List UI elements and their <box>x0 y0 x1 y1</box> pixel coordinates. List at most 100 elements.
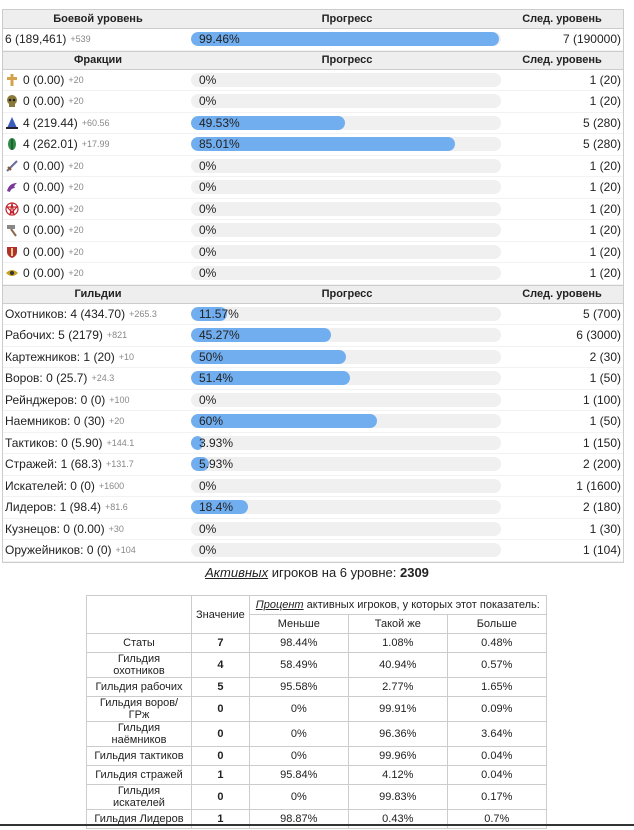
summary-text: игроков на 6 уровне: <box>268 565 400 580</box>
guild-progress-pct: 18.4% <box>199 500 234 515</box>
guild-next-level: 1 (50) <box>589 414 621 429</box>
guild-name: Оружейников: 0 (0) <box>5 543 112 558</box>
stats-row-name: Гильдия тактиков <box>86 746 192 766</box>
faction-name: 4 (262.01) <box>23 137 78 152</box>
stats-row-less: 0% <box>248 746 349 766</box>
stats-row-same: 99.91% <box>347 696 448 722</box>
guild-name: Лидеров: 1 (98.4) <box>5 500 101 515</box>
combat-increment: +539 <box>70 34 91 45</box>
stats-row-more: 1.65% <box>446 677 547 697</box>
guild-increment: +1600 <box>98 480 125 491</box>
guild-increment: +24.3 <box>91 373 115 384</box>
guild-next-level: 5 (700) <box>582 306 621 321</box>
faction-progress-bar: 0% <box>191 94 501 109</box>
faction-progress-bar: 49.53% <box>191 115 501 130</box>
faction-progress-pct: 85.01% <box>199 137 240 152</box>
guild-name: Рабочих: 5 (2179) <box>5 328 103 343</box>
stats-row: Статы 7 98.44% 1.08% 0.48% <box>86 633 547 653</box>
combat-progress-bar: 99.46% <box>191 32 501 47</box>
stats-row-more: 0.09% <box>446 696 547 722</box>
skull-icon <box>5 94 19 108</box>
stats-row: Гильдия рабочих 5 95.58% 2.77% 1.65% <box>86 677 547 697</box>
stats-value-header: Значение <box>191 595 250 634</box>
stats-pct-header-text: активных игроков, у которых этот показат… <box>303 599 540 611</box>
active-link[interactable]: Активных <box>205 565 269 580</box>
guild-name: Картежников: 1 (20) <box>5 349 115 364</box>
faction-progress-pct: 49.53% <box>199 115 240 130</box>
guild-progress-fill <box>191 306 227 321</box>
stats-row-name: Гильдия охотников <box>86 652 192 678</box>
faction-progress-pct: 0% <box>199 223 217 238</box>
percent-link[interactable]: Процент <box>255 599 304 611</box>
guild-next-level: 2 (200) <box>582 457 621 472</box>
faction-next-level: 1 (20) <box>589 158 621 173</box>
guild-increment: +20 <box>109 416 125 427</box>
combat-header: Боевой уровень Прогресс След. уровень <box>3 10 623 29</box>
guild-increment: +821 <box>106 330 128 341</box>
guild-row: Воров: 0 (25.7) +24.3 51.4% 1 (50) <box>3 368 623 390</box>
guild-rows: Охотников: 4 (434.70) +265.3 11.57% 5 (700)… <box>3 304 623 562</box>
guild-name: Воров: 0 (25.7) <box>5 371 88 386</box>
faction-increment: +20 <box>68 225 84 236</box>
faction-progress-bar: 0% <box>191 244 501 259</box>
guild-increment: +10 <box>118 351 135 362</box>
stats-row-more: 0.17% <box>446 784 547 810</box>
guild-increment: +265.3 <box>129 308 157 319</box>
stats-row: Гильдия воров/ГРж 0 0% 99.91% 0.09% <box>86 696 547 722</box>
guild-progress-fill <box>191 328 332 343</box>
stats-row-same: 2.77% <box>347 677 448 697</box>
guild-next-level: 1 (30) <box>589 521 621 536</box>
faction-increment: +20 <box>68 96 84 107</box>
guild-progress-pct: 45.27% <box>199 328 240 343</box>
stats-row-name: Статы <box>86 633 192 653</box>
stats-row: Гильдия охотников 4 58.49% 40.94% 0.57% <box>86 652 547 678</box>
stats-row-less: 0% <box>248 721 349 747</box>
faction-name: 4 (219.44) <box>23 115 78 130</box>
stats-row-name: Гильдия воров/ГРж <box>86 696 192 722</box>
faction-progress-pct: 0% <box>199 158 217 173</box>
faction-row: 0 (0.00) +20 0% 1 (20) <box>3 263 623 285</box>
faction-row: 0 (0.00) +20 0% 1 (20) <box>3 70 623 91</box>
guild-progress-pct: 0% <box>199 392 217 407</box>
guild-next-level: 2 (180) <box>582 500 621 515</box>
faction-rows: 0 (0.00) +20 0% 1 (20) 0 (0.00) +20 0% 1 (20) 4 … <box>3 70 623 285</box>
guild-name: Охотников: 4 (434.70) <box>5 306 126 321</box>
guild-progress-pct: 11.57% <box>199 306 239 321</box>
stats-row: Гильдия наёмников 0 0% 96.36% 3.64% <box>86 721 547 747</box>
stats-col-less: Меньше <box>248 614 349 634</box>
factions-header-next: След. уровень <box>522 54 602 66</box>
stats-row-value: 1 <box>191 765 250 785</box>
stats-row-more: 0.04% <box>446 746 547 766</box>
stats-row: Гильдия тактиков 0 0% 99.96% 0.04% <box>86 746 547 766</box>
guild-next-level: 1 (104) <box>582 543 621 558</box>
combat-header-name: Боевой уровень <box>53 13 143 25</box>
faction-progress-bar: 85.01% <box>191 137 501 152</box>
stats-row-name: Гильдия стражей <box>86 765 192 785</box>
combat-progress-fill <box>191 32 500 47</box>
guild-progress-pct: 0% <box>199 543 217 558</box>
faction-increment: +20 <box>68 268 84 279</box>
faction-next-level: 1 (20) <box>589 72 621 87</box>
combat-level: 6 (189,461) <box>5 32 67 47</box>
faction-name: 0 (0.00) <box>23 180 65 195</box>
shield-icon <box>5 245 19 259</box>
guilds-header-next: След. уровень <box>522 288 602 300</box>
faction-progress-pct: 0% <box>199 266 217 281</box>
stats-row-name: Гильдия рабочих <box>86 677 192 697</box>
guild-progress-pct: 5.93% <box>199 457 234 472</box>
faction-row: 4 (262.01) +17.99 85.01% 5 (280) <box>3 134 623 156</box>
guild-increment: +144.1 <box>106 437 135 448</box>
combat-header-next: След. уровень <box>522 13 602 25</box>
faction-progress-pct: 0% <box>199 201 217 216</box>
stats-row-less: 98.44% <box>248 633 349 653</box>
faction-name: 0 (0.00) <box>23 244 65 259</box>
guild-next-level: 1 (150) <box>582 435 621 450</box>
faction-next-level: 1 (20) <box>589 201 621 216</box>
guild-increment: +104 <box>115 545 136 556</box>
faction-row: 0 (0.00) +20 0% 1 (20) <box>3 199 623 220</box>
faction-progress-fill <box>191 137 455 152</box>
stats-name-header <box>86 595 192 634</box>
guild-progress-bar: 60% <box>191 414 501 429</box>
guild-progress-fill <box>191 457 210 472</box>
guild-progress-bar: 51.4% <box>191 371 501 386</box>
